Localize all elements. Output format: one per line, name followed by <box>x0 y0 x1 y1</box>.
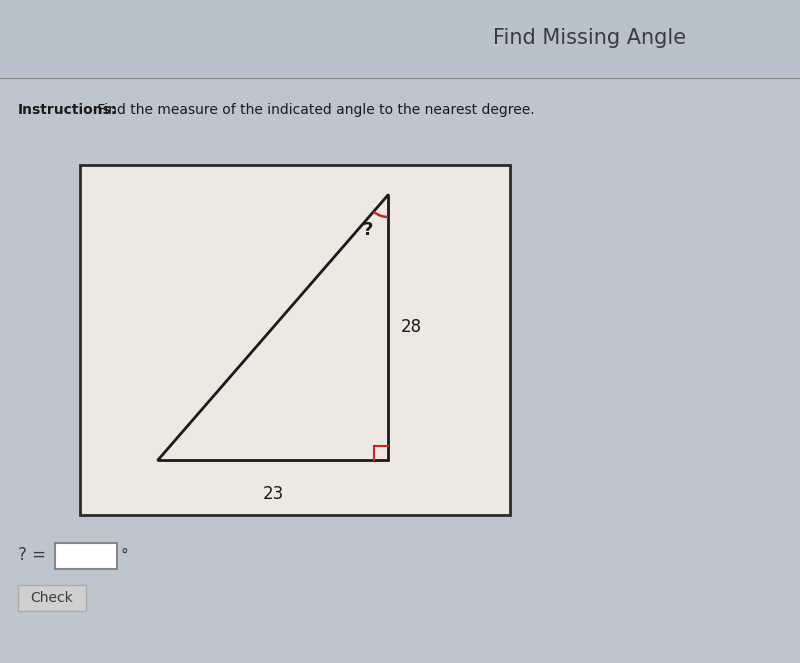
Bar <box>0 0 800 80</box>
FancyBboxPatch shape <box>55 543 117 569</box>
Text: Find Missing Angle: Find Missing Angle <box>494 28 686 48</box>
Text: ? =: ? = <box>18 546 46 564</box>
Text: Find the measure of the indicated angle to the nearest degree.: Find the measure of the indicated angle … <box>93 103 534 117</box>
Text: 28: 28 <box>401 318 422 337</box>
Bar <box>80 165 510 515</box>
Text: ?: ? <box>363 221 373 239</box>
Text: 23: 23 <box>262 485 284 503</box>
Text: °: ° <box>121 548 129 562</box>
Text: Instructions:: Instructions: <box>18 103 118 117</box>
FancyBboxPatch shape <box>18 585 86 611</box>
Text: Check: Check <box>30 591 74 605</box>
